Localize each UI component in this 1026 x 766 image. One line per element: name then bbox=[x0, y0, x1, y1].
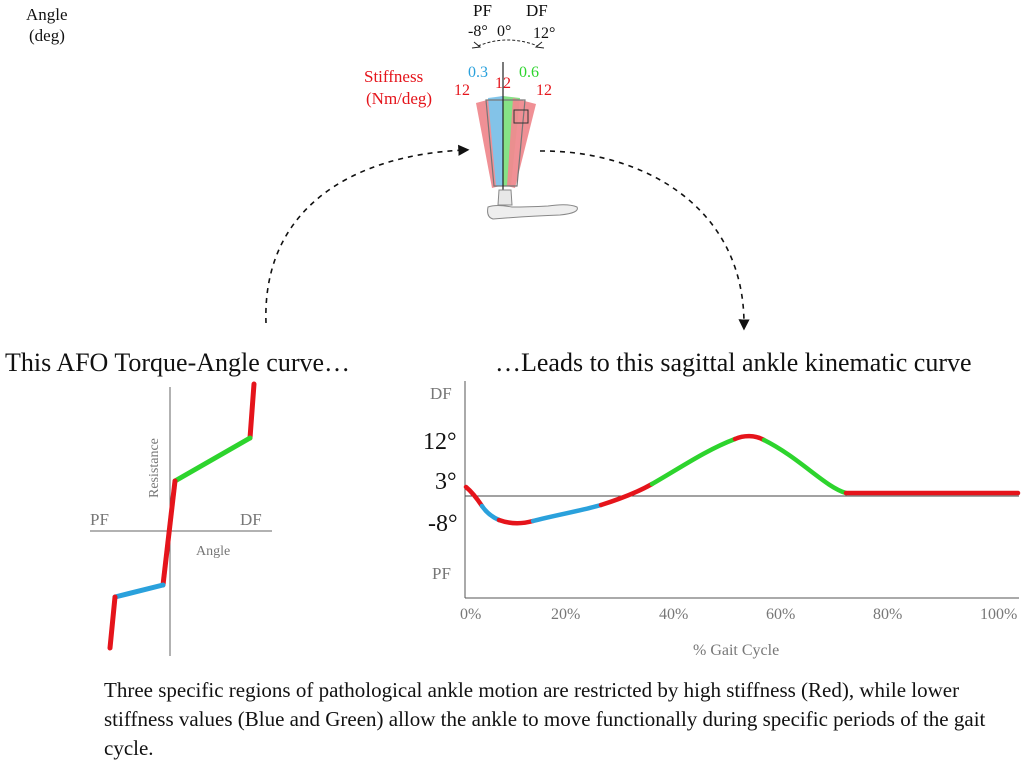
stiffness-green-value: 0.6 bbox=[519, 64, 539, 81]
curve-segment-df-peak-red bbox=[732, 433, 767, 443]
angle-label-line1: Angle bbox=[26, 5, 68, 24]
angle-axis-label: Angle bbox=[196, 544, 230, 559]
brace-joint-box bbox=[513, 109, 529, 124]
foot-plate bbox=[487, 204, 578, 220]
zero-angle-value: 0° bbox=[497, 23, 511, 40]
arc-arrow-left-icon bbox=[471, 41, 482, 49]
curve-segment-neutral-red bbox=[598, 481, 655, 508]
stiffness-blue-value: 0.3 bbox=[468, 64, 488, 81]
stiffness-left-red-value: 12 bbox=[454, 82, 470, 99]
kinematic-panel: …Leads to this sagittal ankle kinematic … bbox=[423, 348, 1021, 659]
curve-segment-rise-blue bbox=[530, 502, 604, 524]
pf-stop-low-segment bbox=[107, 594, 118, 651]
angle-label-line2: (deg) bbox=[29, 26, 65, 45]
torque-df-label: DF bbox=[240, 510, 262, 529]
y-tick-3: 3° bbox=[435, 469, 457, 495]
right-flow-arrow bbox=[539, 150, 750, 331]
figure-caption: Three specific regions of pathological a… bbox=[104, 678, 986, 760]
torque-angle-panel: This AFO Torque-Angle curve… Resistance … bbox=[5, 348, 350, 656]
stiffness-right-red-value: 12 bbox=[536, 82, 552, 99]
curve-segment-loading-blue bbox=[479, 503, 502, 523]
right-heading: …Leads to this sagittal ankle kinematic … bbox=[495, 348, 972, 377]
y-tick-12: 12° bbox=[423, 429, 457, 455]
neutral-stop-segment bbox=[160, 478, 178, 588]
x-tick-60: 60% bbox=[766, 606, 795, 623]
stiffness-label-line1: Stiffness bbox=[364, 67, 423, 86]
x-tick-20: 20% bbox=[551, 606, 580, 623]
arc-arrow-right-icon bbox=[534, 41, 545, 49]
kinematic-pf-label: PF bbox=[432, 564, 451, 583]
stiffness-label-line2: (Nm/deg) bbox=[366, 89, 432, 108]
pf-free-wedge bbox=[488, 96, 503, 186]
gait-cycle-axis-label: % Gait Cycle bbox=[693, 642, 779, 659]
torque-pf-label: PF bbox=[90, 510, 109, 529]
pf-angle-value: -8° bbox=[468, 23, 488, 40]
afo-illustration: Angle (deg) PF DF -8° 0° 12° Stiffness (… bbox=[26, 1, 578, 220]
x-tick-40: 40% bbox=[659, 606, 688, 623]
brace-shank-outline bbox=[485, 99, 526, 187]
afo-pf-label: PF bbox=[473, 1, 492, 20]
afo-df-label: DF bbox=[526, 1, 548, 20]
left-flow-arrow bbox=[265, 144, 470, 324]
kinematic-df-label: DF bbox=[430, 384, 452, 403]
x-tick-100: 100% bbox=[980, 606, 1017, 623]
x-tick-0: 0% bbox=[460, 606, 481, 623]
x-tick-80: 80% bbox=[873, 606, 902, 623]
pf-free-segment bbox=[112, 582, 166, 600]
angle-range-arc bbox=[477, 39, 539, 47]
ankle-hinge bbox=[497, 189, 513, 206]
curve-segment-df-rise-green bbox=[649, 436, 738, 487]
df-stop-high-segment bbox=[247, 381, 257, 441]
left-heading: This AFO Torque-Angle curve… bbox=[5, 348, 350, 377]
resistance-axis-label: Resistance bbox=[147, 438, 162, 498]
y-tick-minus8: -8° bbox=[428, 511, 458, 537]
curve-segment-pf-trough-red bbox=[496, 517, 536, 526]
df-free-segment bbox=[172, 435, 253, 484]
df-angle-value: 12° bbox=[533, 25, 555, 42]
curve-segment-df-fall-green bbox=[761, 437, 849, 496]
